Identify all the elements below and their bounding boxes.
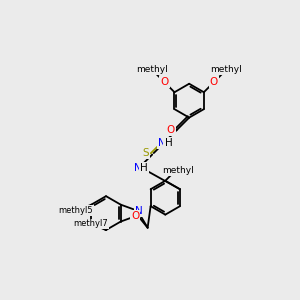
Text: N: N [158, 138, 166, 148]
Text: N: N [134, 163, 142, 173]
Text: methyl: methyl [210, 65, 242, 74]
Text: H: H [140, 163, 148, 173]
Text: methyl5: methyl5 [58, 206, 93, 215]
Text: methyl7: methyl7 [73, 219, 108, 228]
Text: S: S [142, 148, 148, 158]
Text: methyl: methyl [163, 166, 194, 175]
Text: O: O [167, 125, 175, 135]
Text: O: O [131, 211, 140, 221]
Text: methyl: methyl [136, 65, 168, 74]
Text: N: N [135, 206, 143, 216]
Text: O: O [210, 77, 218, 87]
Text: H: H [164, 138, 172, 148]
Text: O: O [160, 77, 169, 87]
